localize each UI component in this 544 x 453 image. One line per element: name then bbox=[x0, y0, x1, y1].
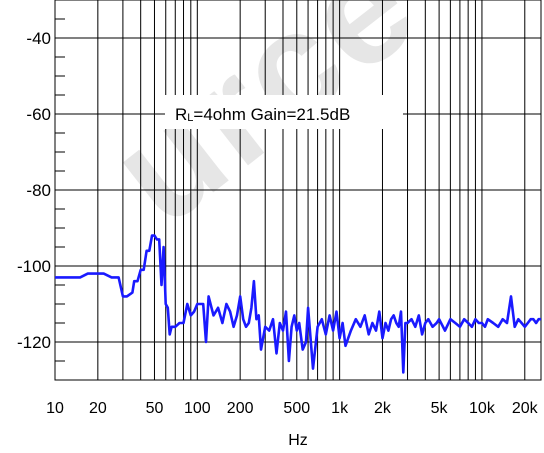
y-axis: -40 -60 -80 -100 -120 bbox=[17, 29, 51, 352]
annotation-prefix: R bbox=[175, 105, 187, 124]
x-tick-label: 1k bbox=[331, 400, 349, 417]
x-tick-label: 200 bbox=[227, 400, 254, 417]
y-tick-label: -40 bbox=[26, 29, 51, 48]
annotation-rest: =4ohm Gain=21.5dB bbox=[193, 105, 350, 124]
annotation-text: RL=4ohm Gain=21.5dB bbox=[175, 105, 350, 124]
series-line bbox=[55, 234, 541, 374]
plot-frame bbox=[54, 0, 542, 381]
x-tick-label: 500 bbox=[283, 400, 310, 417]
x-tick-label: 2k bbox=[374, 400, 392, 417]
y-tick-label: -80 bbox=[26, 181, 51, 200]
x-tick-label: 20 bbox=[89, 400, 107, 417]
x-tick-label: 10k bbox=[469, 400, 496, 417]
x-tick-label: 50 bbox=[146, 400, 164, 417]
x-tick-label: 100 bbox=[184, 400, 211, 417]
x-tick-label: 5k bbox=[431, 400, 449, 417]
x-tick-label: 20k bbox=[512, 400, 539, 417]
y-tick-label: -120 bbox=[17, 333, 51, 352]
x-tick-label: 10 bbox=[46, 400, 64, 417]
y-tick-label: -100 bbox=[17, 257, 51, 276]
y-tick-label: -60 bbox=[26, 105, 51, 124]
x-axis-label: Hz bbox=[288, 432, 308, 449]
x-axis: 10 20 50 100 200 500 1k 2k 5k 10k 20k bbox=[46, 400, 539, 417]
annotation-box: RL=4ohm Gain=21.5dB bbox=[165, 95, 403, 129]
annotation-subscript: L bbox=[187, 112, 193, 124]
